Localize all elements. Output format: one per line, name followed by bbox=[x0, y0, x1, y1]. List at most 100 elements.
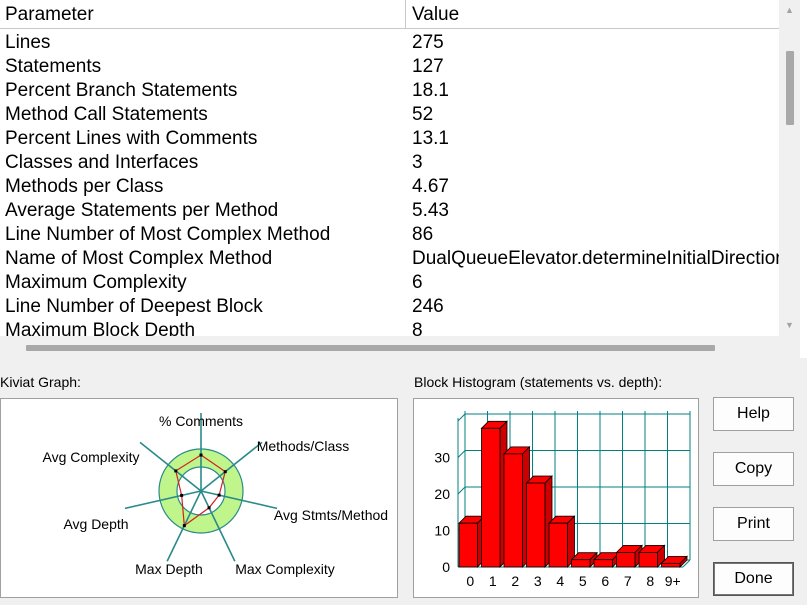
kiviat-axis-label: Methods/Class bbox=[257, 438, 350, 454]
value-cell: 246 bbox=[412, 296, 444, 317]
histogram-x-tick-label: 5 bbox=[579, 573, 587, 589]
kiviat-data-point bbox=[180, 493, 184, 497]
histogram-y-tick-label: 0 bbox=[442, 559, 450, 575]
value-cell: 52 bbox=[412, 104, 434, 125]
kiviat-graph-label: Kiviat Graph: bbox=[0, 374, 81, 390]
kiviat-axis bbox=[124, 490, 202, 510]
parameter-cell: Line Number of Deepest Block bbox=[5, 296, 263, 317]
horizontal-scrollbar[interactable] bbox=[0, 336, 779, 358]
histogram-bar bbox=[593, 551, 621, 568]
table-row[interactable]: Statements 127 bbox=[0, 55, 779, 79]
table-row[interactable]: Method Call Statements 52 bbox=[0, 103, 779, 127]
value-cell: 18.1 bbox=[412, 80, 449, 101]
value-cell: 6 bbox=[412, 272, 423, 293]
kiviat-axis-label: % Comments bbox=[159, 413, 243, 429]
histogram-bar bbox=[638, 544, 666, 568]
histogram-depth-gridline bbox=[457, 450, 466, 458]
value-cell: 3 bbox=[412, 152, 423, 173]
histogram-x-tick-label: 0 bbox=[466, 573, 474, 589]
histogram-y-tick-label: 30 bbox=[434, 450, 450, 466]
copy-button[interactable]: Copy bbox=[713, 452, 794, 486]
kiviat-data-point bbox=[217, 493, 221, 497]
parameter-cell: Percent Branch Statements bbox=[5, 80, 238, 101]
histogram-x-tick-label: 4 bbox=[556, 573, 564, 589]
parameter-cell: Percent Lines with Comments bbox=[5, 128, 258, 149]
histogram-bar bbox=[458, 515, 486, 568]
table-row[interactable]: Maximum Block Depth 8 bbox=[0, 319, 779, 336]
table-row[interactable]: Percent Lines with Comments 13.1 bbox=[0, 127, 779, 151]
parameter-cell: Maximum Block Depth bbox=[5, 320, 196, 336]
histogram-x-tick-label: 8 bbox=[646, 573, 654, 589]
table-row[interactable]: Line Number of Most Complex Method 86 bbox=[0, 223, 779, 247]
kiviat-graph-panel: % Comments Methods/Class Avg Stmts/Method M… bbox=[0, 398, 398, 598]
table-row[interactable]: Percent Branch Statements 18.1 bbox=[0, 79, 779, 103]
value-cell: 275 bbox=[412, 32, 444, 53]
scroll-up-arrow-icon[interactable]: ▲ bbox=[785, 5, 794, 15]
histogram-depth-gridline bbox=[457, 486, 466, 495]
parameter-cell: Line Number of Most Complex Method bbox=[5, 224, 331, 245]
histogram-x-tick-label: 1 bbox=[489, 573, 497, 589]
histogram-x-tick-label: 3 bbox=[534, 573, 542, 589]
column-header-parameter[interactable]: Parameter bbox=[0, 0, 406, 28]
histogram-x-tick-label: 7 bbox=[624, 573, 632, 589]
vertical-scrollbar[interactable]: ▲ ▼ bbox=[779, 0, 800, 336]
value-cell: 4.67 bbox=[412, 176, 449, 197]
value-cell: 8 bbox=[412, 320, 423, 336]
table-row[interactable]: Average Statements per Method 5.43 bbox=[0, 199, 779, 223]
parameter-cell: Name of Most Complex Method bbox=[5, 248, 273, 269]
histogram-bar bbox=[570, 551, 598, 568]
table-body: Lines 275 Statements 127 Percent Branch Stat… bbox=[0, 31, 779, 336]
histogram-x-tick-label: 6 bbox=[601, 573, 609, 589]
table-row[interactable]: Name of Most Complex Method DualQueueElev… bbox=[0, 247, 779, 271]
value-cell: 13.1 bbox=[412, 128, 449, 149]
kiviat-data-point bbox=[174, 469, 178, 473]
histogram-y-tick-label: 20 bbox=[434, 486, 450, 502]
histogram-bar bbox=[615, 544, 643, 568]
help-button[interactable]: Help bbox=[713, 397, 794, 431]
kiviat-axis-label: Avg Stmts/Method bbox=[274, 507, 388, 523]
table-header: Parameter Value bbox=[0, 0, 779, 29]
column-header-value[interactable]: Value bbox=[412, 4, 460, 25]
histogram-depth-gridline bbox=[457, 413, 466, 422]
table-row[interactable]: Lines 275 bbox=[0, 31, 779, 55]
parameter-cell: Lines bbox=[5, 32, 51, 53]
histogram-floor-edge bbox=[682, 559, 691, 568]
value-cell: 5.43 bbox=[412, 200, 449, 221]
done-button[interactable]: Done bbox=[713, 562, 794, 596]
kiviat-axis bbox=[200, 490, 236, 562]
kiviat-axis bbox=[139, 441, 202, 492]
kiviat-graph: % Comments Methods/Class Avg Stmts/Method M… bbox=[42, 413, 388, 577]
kiviat-axis-label: Max Depth bbox=[135, 561, 203, 577]
value-cell: 127 bbox=[412, 56, 444, 77]
value-cell: 86 bbox=[412, 224, 434, 245]
vertical-scroll-thumb[interactable] bbox=[786, 51, 794, 125]
table-row[interactable]: Line Number of Deepest Block 246 bbox=[0, 295, 779, 319]
scroll-down-arrow-icon[interactable]: ▼ bbox=[785, 320, 794, 330]
kiviat-data-point bbox=[182, 524, 186, 528]
parameter-cell: Statements bbox=[5, 56, 102, 77]
kiviat-axis-label: Avg Depth bbox=[63, 516, 128, 532]
value-cell: DualQueueElevator.determineInitialDirect… bbox=[412, 248, 779, 269]
parameter-cell: Method Call Statements bbox=[5, 104, 208, 125]
kiviat-axis-label: Avg Complexity bbox=[42, 449, 139, 465]
kiviat-axis bbox=[200, 441, 263, 492]
table-row[interactable]: Maximum Complexity 6 bbox=[0, 271, 779, 295]
kiviat-axis bbox=[200, 490, 278, 510]
table-row[interactable]: Methods per Class 4.67 bbox=[0, 175, 779, 199]
histogram-bar bbox=[503, 445, 531, 568]
histogram-y-tick-label: 10 bbox=[434, 523, 450, 539]
horizontal-scroll-thumb[interactable] bbox=[26, 345, 715, 351]
metrics-table[interactable]: Parameter Value Lines 275 Statements 127 Per… bbox=[0, 0, 807, 358]
parameter-cell: Classes and Interfaces bbox=[5, 152, 199, 173]
histogram-x-tick-label: 9+ bbox=[665, 573, 681, 589]
histogram-x-tick-label: 2 bbox=[511, 573, 519, 589]
histogram-bar bbox=[660, 555, 688, 568]
print-button[interactable]: Print bbox=[713, 507, 794, 541]
parameter-cell: Average Statements per Method bbox=[5, 200, 279, 221]
scrollbar-corner bbox=[779, 336, 800, 358]
table-row[interactable]: Classes and Interfaces 3 bbox=[0, 151, 779, 175]
histogram-bar bbox=[480, 420, 508, 568]
kiviat-data-point bbox=[207, 506, 211, 510]
parameter-cell: Methods per Class bbox=[5, 176, 164, 197]
